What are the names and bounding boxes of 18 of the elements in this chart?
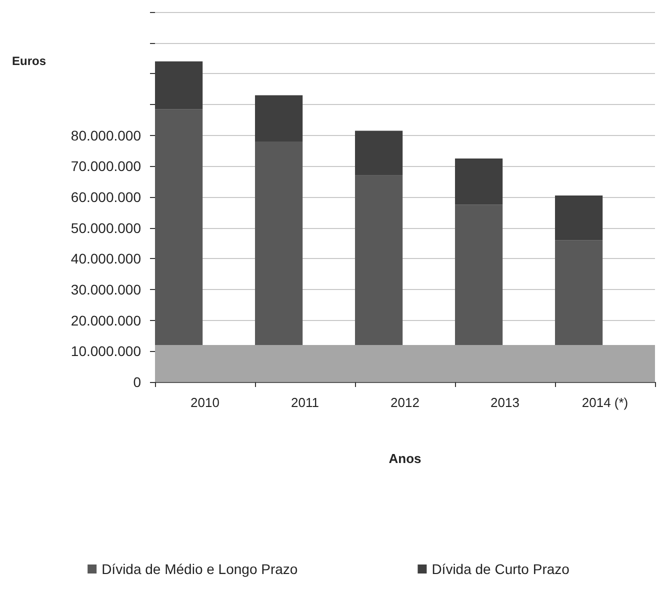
x-tick-label: 2014 (*): [582, 395, 628, 410]
x-tick-label: 2012: [390, 395, 420, 410]
y-tick-label: 60.000.000: [70, 189, 142, 205]
x-tick-label: 2010: [190, 395, 220, 410]
x-axis-title: Anos: [388, 451, 422, 466]
x-tick-label: 2013: [490, 395, 520, 410]
legend-label: Dívida de Curto Prazo: [432, 561, 570, 577]
y-tick-label: 10.000.000: [70, 343, 142, 360]
x-tick-label: 2011: [291, 395, 319, 410]
y-tick-label: 80.000.000: [70, 127, 142, 144]
legend-label: Dívida de Médio e Longo Prazo: [102, 561, 298, 577]
y-tick-label: 40.000.000: [70, 250, 142, 267]
y-axis-title: Euros: [12, 54, 46, 68]
y-tick-label: 50.000.000: [70, 220, 142, 236]
y-tick-label: 0: [133, 374, 142, 390]
y-tick-label: 70.000.000: [70, 158, 142, 174]
y-tick-label: 30.000.000: [70, 282, 142, 298]
y-tick-label: 20.000.000: [70, 312, 142, 328]
